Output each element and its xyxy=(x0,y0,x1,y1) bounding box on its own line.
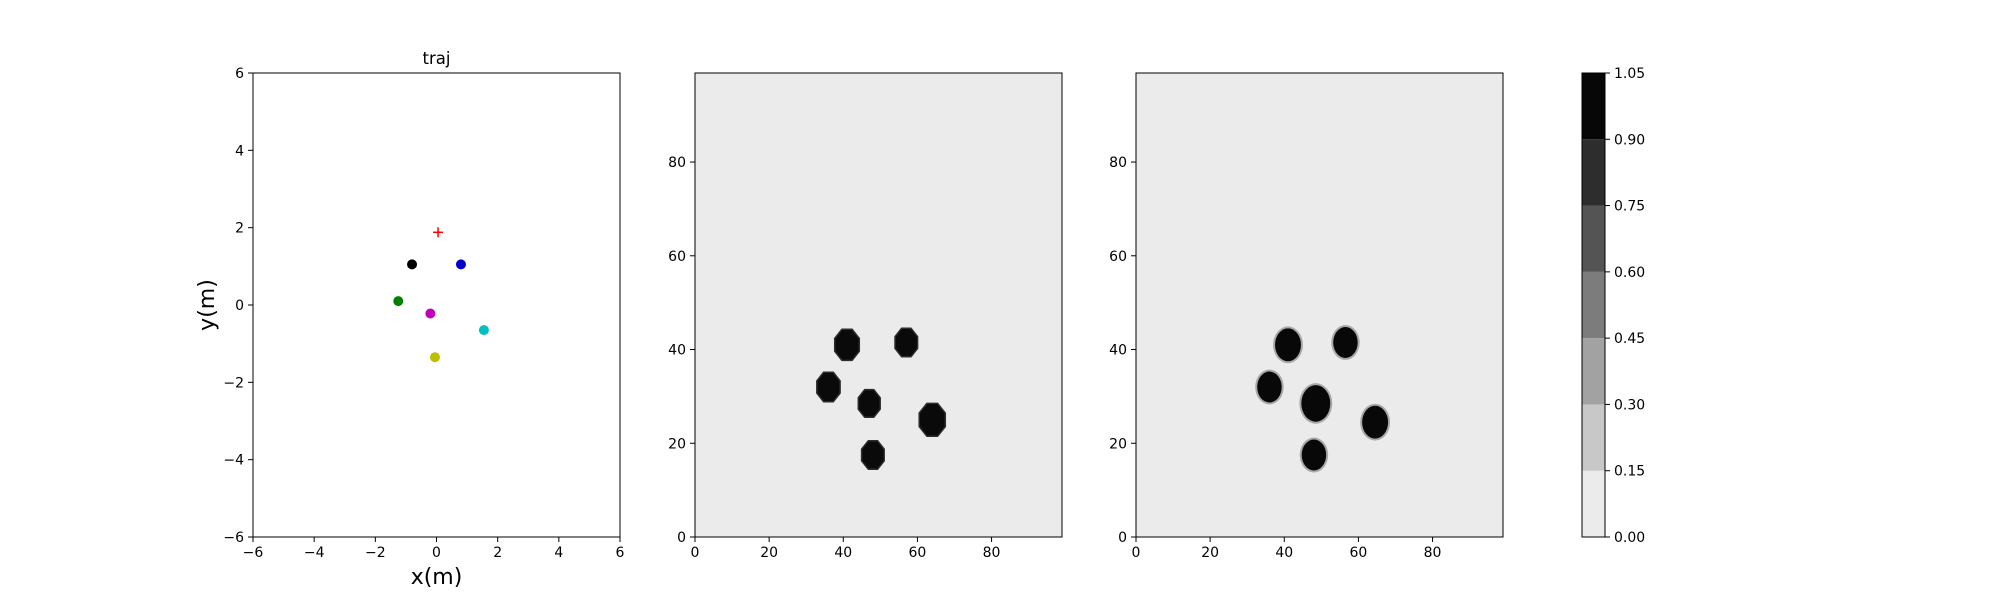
heatmap-2-frame xyxy=(1135,72,1504,538)
colorbar: 0.00 0.15 0.30 0.45 0.60 0.75 0.90 1.05 xyxy=(1581,66,1645,546)
colorbar-band xyxy=(1582,404,1605,471)
colorbar-frame xyxy=(1581,72,1606,538)
colorbar-band xyxy=(1582,338,1605,405)
obstacle-blob xyxy=(857,388,881,419)
trajectory-y-axis-label: y(m) xyxy=(195,279,220,331)
trajectory-x-tick-label: 2 xyxy=(493,545,502,561)
agent-point xyxy=(455,259,466,270)
heatmap-2-y-tick-label: 0 xyxy=(1118,530,1127,546)
trajectory-plot-frame xyxy=(252,72,621,538)
trajectory-y-tick-label: −4 xyxy=(223,453,244,469)
heatmap-1-x-tick-label: 60 xyxy=(909,545,927,561)
trajectory-y-tick-label: −2 xyxy=(223,375,244,391)
heatmap-1-y-tick-label: 60 xyxy=(668,249,686,265)
colorbar-tick-label: 0.00 xyxy=(1614,530,1645,546)
obstacle-blob xyxy=(860,439,885,471)
colorbar-tick-label: 0.75 xyxy=(1614,199,1645,215)
heatmap-1-y-tick-label: 0 xyxy=(677,530,686,546)
heatmap-2-x-tick-label: 60 xyxy=(1350,545,1368,561)
trajectory-x-tick-label: −4 xyxy=(304,545,325,561)
agent-point xyxy=(393,296,404,307)
heatmap-1-x-tick-label: 0 xyxy=(691,545,700,561)
agent-point xyxy=(425,308,436,319)
trajectory-plot: −6 −4 −2 0 2 4 6 −6 −4 −2 0 2 4 6 traj x(m) y(m) xyxy=(195,49,625,590)
heatmap-2: 0 20 40 60 80 0 20 40 60 80 xyxy=(1109,72,1504,561)
trajectory-plot-area xyxy=(253,73,620,537)
colorbar-tick-label: 0.15 xyxy=(1614,464,1645,480)
heatmap-2-x-tick-label: 20 xyxy=(1201,545,1219,561)
heatmap-2-x-tick-label: 80 xyxy=(1424,545,1442,561)
trajectory-y-tick-label: 4 xyxy=(235,143,244,159)
obstacle-blob xyxy=(918,402,947,438)
colorbar-tick-label: 0.45 xyxy=(1614,331,1645,347)
colorbar-band xyxy=(1582,271,1605,339)
heatmap-1: 0 20 40 60 80 0 20 40 60 80 xyxy=(668,72,1063,561)
colorbar-tick-label: 0.30 xyxy=(1614,397,1645,413)
heatmap-2-y-tick-label: 20 xyxy=(1109,436,1127,452)
heatmap-2-y-tick-label: 60 xyxy=(1109,249,1127,265)
colorbar-band xyxy=(1582,205,1605,272)
heatmap-1-y-tick-label: 40 xyxy=(668,343,686,359)
colorbar-band xyxy=(1582,139,1605,206)
colorbar-band xyxy=(1582,470,1605,537)
trajectory-x-tick-label: 0 xyxy=(432,545,441,561)
goal-marker xyxy=(433,227,444,238)
heatmap-2-x-tick-label: 0 xyxy=(1132,545,1141,561)
colorbar-tick-label: 1.05 xyxy=(1614,66,1645,82)
trajectory-x-tick-label: 4 xyxy=(554,545,563,561)
obstacle-blob xyxy=(1255,369,1284,405)
heatmap-1-y-tick-label: 20 xyxy=(668,436,686,452)
heatmap-2-y-tick-label: 80 xyxy=(1109,155,1127,171)
colorbar-band xyxy=(1582,73,1605,140)
agent-point xyxy=(407,259,418,270)
colorbar-tick-label: 0.90 xyxy=(1614,132,1645,148)
heatmap-2-y-tick-label: 40 xyxy=(1109,343,1127,359)
trajectory-x-tick-label: 6 xyxy=(616,545,625,561)
obstacle-blob xyxy=(1273,326,1303,364)
heatmap-1-frame xyxy=(694,72,1063,538)
heatmap-1-x-tick-label: 80 xyxy=(983,545,1001,561)
heatmap-1-x-tick-label: 20 xyxy=(760,545,778,561)
agent-point xyxy=(429,352,440,363)
trajectory-y-tick-label: 6 xyxy=(235,66,244,82)
obstacle-blob xyxy=(1299,437,1329,473)
agent-point xyxy=(478,325,489,336)
obstacle-blob xyxy=(816,371,841,403)
heatmap-2-x-tick-label: 40 xyxy=(1275,545,1293,561)
obstacle-blob xyxy=(833,328,861,362)
obstacle-blob xyxy=(894,327,919,358)
trajectory-x-tick-label: −2 xyxy=(365,545,386,561)
colorbar-tick-label: 0.60 xyxy=(1614,265,1645,281)
obstacle-blob xyxy=(1299,383,1333,424)
trajectory-y-tick-label: 2 xyxy=(235,221,244,237)
trajectory-title: traj xyxy=(423,49,451,68)
heatmap-1-x-tick-label: 40 xyxy=(834,545,852,561)
obstacle-blob xyxy=(1331,325,1360,360)
trajectory-y-tick-label: −6 xyxy=(223,530,244,546)
trajectory-x-tick-label: −6 xyxy=(243,545,264,561)
trajectory-y-tick-label: 0 xyxy=(235,298,244,314)
heatmap-1-y-tick-label: 80 xyxy=(668,155,686,171)
trajectory-x-axis-label: x(m) xyxy=(411,565,463,590)
obstacle-blob xyxy=(1360,403,1391,441)
